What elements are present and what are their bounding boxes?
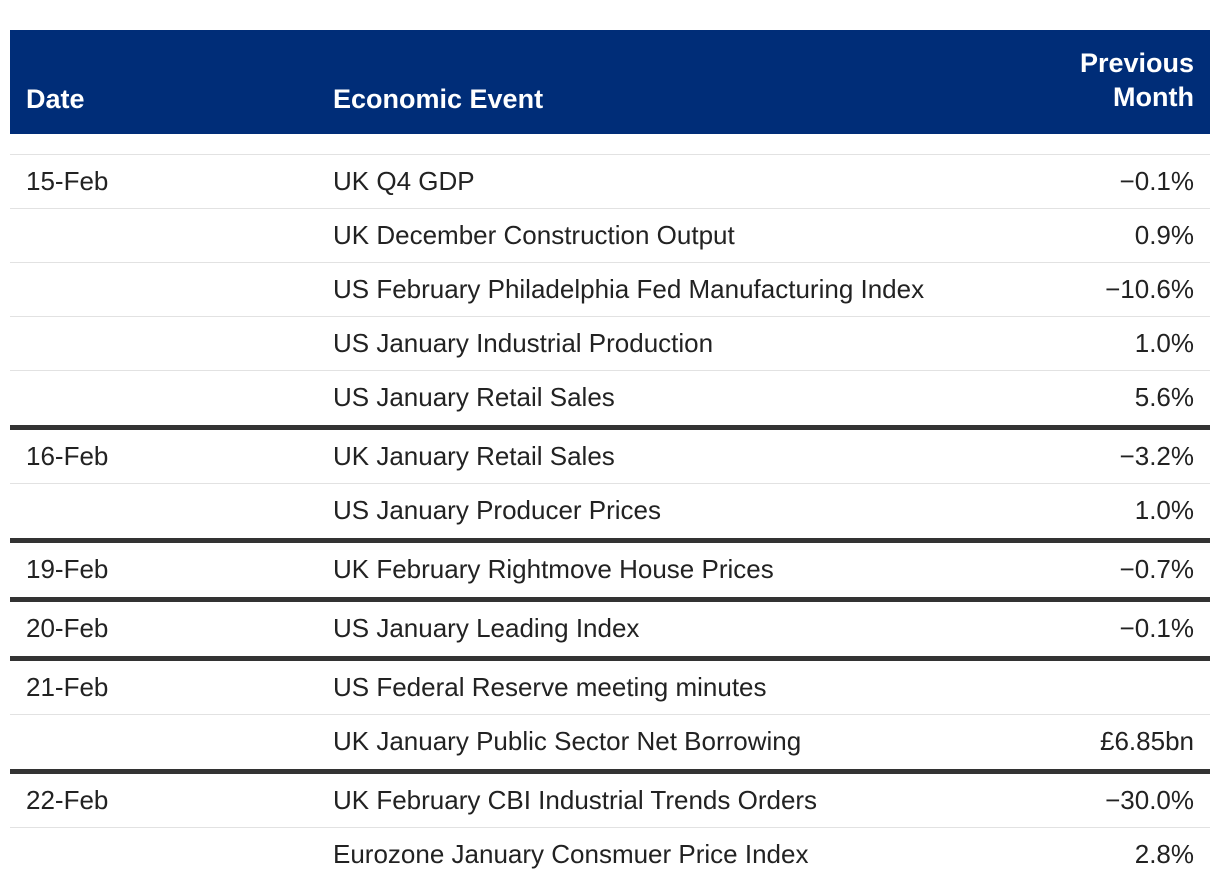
date-cell: 15-Feb: [26, 166, 109, 196]
event-cell: UK January Retail Sales: [333, 441, 615, 471]
header-previous-month: Previous Month: [1080, 46, 1194, 114]
table-row: US January Producer Prices 1.0%: [10, 484, 1210, 538]
header-previous-line2: Month: [1113, 82, 1194, 112]
header-previous-line1: Previous: [1079, 48, 1194, 78]
header-spacer: [10, 134, 1210, 155]
table-row: US January Industrial Production 1.0%: [10, 317, 1210, 371]
previous-cell: −0.1%: [1119, 166, 1194, 196]
date-cell: 16-Feb: [26, 441, 109, 471]
previous-cell: −0.7%: [1119, 554, 1194, 584]
previous-cell: £6.85bn: [1100, 726, 1194, 756]
date-cell: 22-Feb: [26, 785, 109, 815]
economic-calendar-table: Date Economic Event Previous Month 15-Fe…: [10, 30, 1210, 882]
event-cell: UK February CBI Industrial Trends Orders: [333, 785, 818, 815]
previous-cell: 2.8%: [1134, 839, 1194, 869]
event-cell: UK January Public Sector Net Borrowing: [333, 726, 802, 756]
previous-cell: −30.0%: [1105, 785, 1194, 815]
previous-cell: 1.0%: [1134, 495, 1194, 525]
previous-cell: 0.9%: [1134, 220, 1194, 250]
date-group: 16-Feb UK January Retail Sales −3.2% US …: [10, 430, 1210, 543]
table-row: 21-Feb US Federal Reserve meeting minute…: [10, 661, 1210, 715]
previous-cell: −3.2%: [1119, 441, 1194, 471]
table-row: 15-Feb UK Q4 GDP −0.1%: [10, 155, 1210, 209]
event-cell: UK February Rightmove House Prices: [333, 554, 774, 584]
event-cell: US February Philadelphia Fed Manufacturi…: [333, 274, 925, 304]
event-cell: UK Q4 GDP: [333, 166, 475, 196]
date-group: 20-Feb US January Leading Index −0.1%: [10, 602, 1210, 661]
table-row: US February Philadelphia Fed Manufacturi…: [10, 263, 1210, 317]
header-date: Date: [26, 84, 85, 114]
date-group: 21-Feb US Federal Reserve meeting minute…: [10, 661, 1210, 774]
event-cell: UK December Construction Output: [333, 220, 735, 250]
date-cell: 19-Feb: [26, 554, 109, 584]
event-cell: US Federal Reserve meeting minutes: [333, 672, 767, 702]
table-row: 22-Feb UK February CBI Industrial Trends…: [10, 774, 1210, 828]
event-cell: US January Leading Index: [333, 613, 640, 643]
table-header: Date Economic Event Previous Month: [10, 30, 1210, 134]
table-row: 20-Feb US January Leading Index −0.1%: [10, 602, 1210, 656]
table-row: UK January Public Sector Net Borrowing £…: [10, 715, 1210, 769]
table-row: 16-Feb UK January Retail Sales −3.2%: [10, 430, 1210, 484]
date-cell: 20-Feb: [26, 613, 109, 643]
event-cell: US January Industrial Production: [333, 328, 714, 358]
date-group: 22-Feb UK February CBI Industrial Trends…: [10, 774, 1210, 882]
date-group: 19-Feb UK February Rightmove House Price…: [10, 543, 1210, 602]
event-cell: Eurozone January Consmuer Price Index: [333, 839, 809, 869]
table-row: UK December Construction Output 0.9%: [10, 209, 1210, 263]
event-cell: US January Producer Prices: [333, 495, 662, 525]
table-row: 19-Feb UK February Rightmove House Price…: [10, 543, 1210, 597]
previous-cell: −0.1%: [1119, 613, 1194, 643]
date-cell: 21-Feb: [26, 672, 109, 702]
previous-cell: −10.6%: [1105, 274, 1194, 304]
header-economic-event: Economic Event: [333, 84, 544, 114]
previous-cell: 1.0%: [1134, 328, 1194, 358]
table-row: US January Retail Sales 5.6%: [10, 371, 1210, 425]
date-group: 15-Feb UK Q4 GDP −0.1% UK December Const…: [10, 155, 1210, 430]
table-row: Eurozone January Consmuer Price Index 2.…: [10, 828, 1210, 882]
previous-cell: 5.6%: [1134, 382, 1194, 412]
event-cell: US January Retail Sales: [333, 382, 615, 412]
